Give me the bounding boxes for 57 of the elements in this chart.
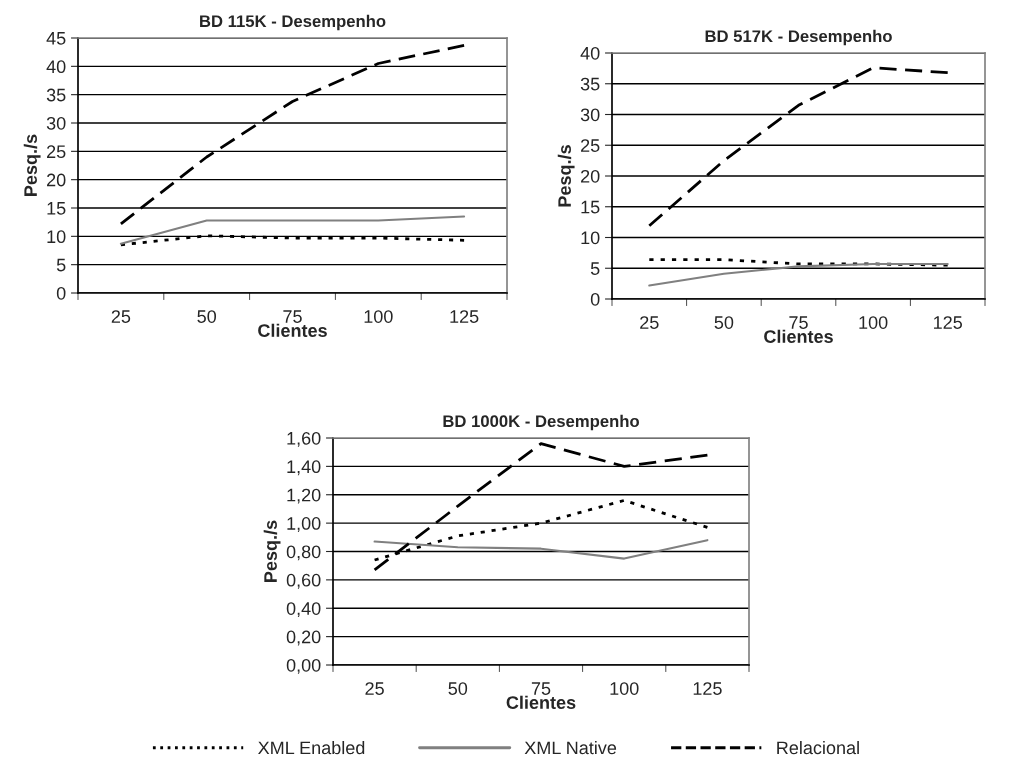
y-tick-label: 0,00 bbox=[286, 658, 321, 674]
x-tick-label: 75 bbox=[789, 316, 808, 329]
y-tick-label: 35 bbox=[46, 88, 66, 102]
x-tick-label: 25 bbox=[111, 310, 131, 323]
x-tick-label: 50 bbox=[197, 310, 217, 323]
x-tick-label: 50 bbox=[714, 316, 734, 329]
line-series bbox=[373, 539, 709, 560]
y-tick-label: 0,80 bbox=[286, 545, 321, 561]
y-tick-label: 30 bbox=[580, 108, 600, 122]
legend-label: XML Enabled bbox=[258, 740, 365, 755]
y-tick-label: 10 bbox=[47, 230, 66, 244]
y-tick-label: 1,60 bbox=[287, 431, 321, 447]
y-tick-label: 40 bbox=[580, 46, 600, 60]
x-tick-label: 75 bbox=[531, 682, 551, 695]
x-axis-title: Clientes bbox=[764, 329, 833, 343]
x-tick-label: 100 bbox=[364, 310, 393, 323]
chart-title: BD 115K - Desempenho bbox=[200, 14, 386, 31]
y-tick-label: 5 bbox=[590, 262, 600, 275]
y-tick-label: 20 bbox=[581, 169, 600, 183]
y-tick-label: 5 bbox=[56, 258, 66, 272]
y-tick-label: 35 bbox=[580, 77, 600, 91]
y-tick-label: 15 bbox=[581, 200, 600, 214]
x-tick-label: 125 bbox=[934, 316, 963, 329]
chart-title: BD 517K - Desempenho bbox=[705, 29, 892, 46]
y-tick-label: 30 bbox=[46, 116, 66, 130]
y-axis-title: Pesq./s bbox=[263, 520, 281, 582]
y-tick-label: 1,40 bbox=[287, 460, 321, 476]
y-axis-title: Pesq./s bbox=[23, 134, 41, 196]
y-tick-label: 25 bbox=[581, 139, 600, 152]
y-tick-label: 10 bbox=[581, 231, 600, 245]
x-tick-label: 125 bbox=[450, 310, 479, 323]
y-tick-label: 0 bbox=[56, 286, 66, 300]
y-tick-label: 25 bbox=[47, 145, 66, 159]
x-axis-title: Clientes bbox=[506, 695, 576, 709]
y-tick-label: 0 bbox=[590, 292, 600, 306]
x-tick-label: 50 bbox=[448, 682, 468, 695]
x-tick-label: 100 bbox=[610, 682, 639, 695]
x-tick-label: 25 bbox=[640, 316, 659, 329]
y-tick-label: 40 bbox=[46, 60, 66, 74]
y-tick-label: 0,60 bbox=[286, 573, 321, 589]
y-tick-label: 45 bbox=[46, 32, 66, 45]
x-axis-title: Clientes bbox=[258, 323, 327, 337]
x-tick-label: 25 bbox=[365, 682, 384, 695]
y-axis-title: Pesq./s bbox=[557, 145, 575, 207]
line-series bbox=[648, 262, 949, 287]
y-tick-label: 1,20 bbox=[287, 488, 321, 504]
chart-title: BD 1000K - Desempenho bbox=[443, 414, 639, 431]
x-tick-label: 100 bbox=[859, 316, 888, 329]
x-tick-label: 125 bbox=[693, 682, 722, 695]
y-tick-label: 0,40 bbox=[286, 602, 321, 618]
legend-label: XML Native bbox=[524, 740, 617, 755]
legend-label: Relacional bbox=[777, 740, 859, 755]
x-tick-label: 75 bbox=[283, 310, 302, 323]
y-tick-label: 15 bbox=[47, 202, 66, 215]
y-tick-label: 20 bbox=[47, 173, 66, 187]
y-tick-label: 1,00 bbox=[287, 517, 321, 532]
y-tick-label: 0,20 bbox=[286, 630, 321, 646]
